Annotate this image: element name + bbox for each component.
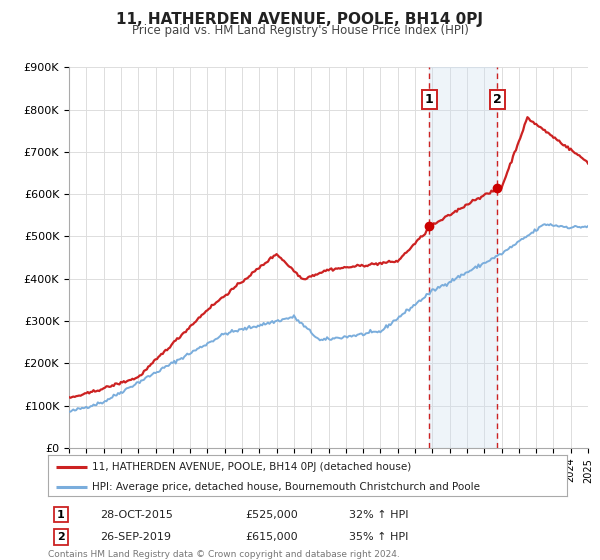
Text: 28-OCT-2015: 28-OCT-2015 — [100, 510, 173, 520]
Text: 2: 2 — [493, 93, 502, 106]
Text: £615,000: £615,000 — [245, 532, 298, 542]
Text: 11, HATHERDEN AVENUE, POOLE, BH14 0PJ: 11, HATHERDEN AVENUE, POOLE, BH14 0PJ — [116, 12, 484, 27]
Bar — [430, 67, 497, 448]
Text: 1: 1 — [57, 510, 65, 520]
Text: 11, HATHERDEN AVENUE, POOLE, BH14 0PJ (detached house): 11, HATHERDEN AVENUE, POOLE, BH14 0PJ (d… — [92, 461, 412, 472]
Text: Contains HM Land Registry data © Crown copyright and database right 2024.
This d: Contains HM Land Registry data © Crown c… — [48, 550, 400, 560]
Text: HPI: Average price, detached house, Bournemouth Christchurch and Poole: HPI: Average price, detached house, Bour… — [92, 482, 480, 492]
Text: 32% ↑ HPI: 32% ↑ HPI — [349, 510, 409, 520]
Text: 2: 2 — [57, 532, 65, 542]
Text: 35% ↑ HPI: 35% ↑ HPI — [349, 532, 409, 542]
Text: Price paid vs. HM Land Registry's House Price Index (HPI): Price paid vs. HM Land Registry's House … — [131, 24, 469, 36]
Text: 26-SEP-2019: 26-SEP-2019 — [100, 532, 171, 542]
Text: 1: 1 — [425, 93, 434, 106]
Text: £525,000: £525,000 — [245, 510, 298, 520]
